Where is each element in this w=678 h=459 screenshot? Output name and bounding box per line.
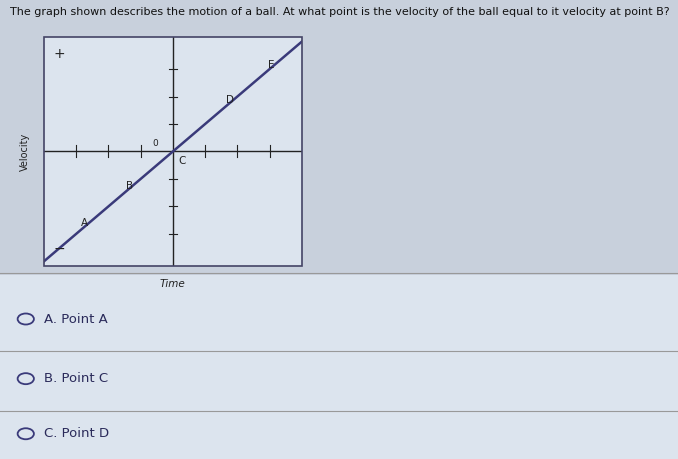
Text: B. Point C: B. Point C — [44, 372, 108, 385]
Text: 0: 0 — [153, 140, 158, 148]
Text: −: − — [54, 242, 65, 256]
Text: A. Point A: A. Point A — [44, 313, 108, 325]
Text: E: E — [268, 60, 275, 70]
Text: C: C — [179, 157, 186, 167]
Text: B: B — [126, 181, 134, 191]
Text: Time: Time — [160, 279, 186, 289]
Text: The graph shown describes the motion of a ball. At what point is the velocity of: The graph shown describes the motion of … — [10, 7, 670, 17]
Text: C. Point D: C. Point D — [44, 427, 109, 440]
Text: +: + — [54, 47, 65, 61]
Text: D: D — [226, 95, 234, 105]
Text: Velocity: Velocity — [20, 132, 30, 171]
Text: A: A — [81, 218, 88, 228]
